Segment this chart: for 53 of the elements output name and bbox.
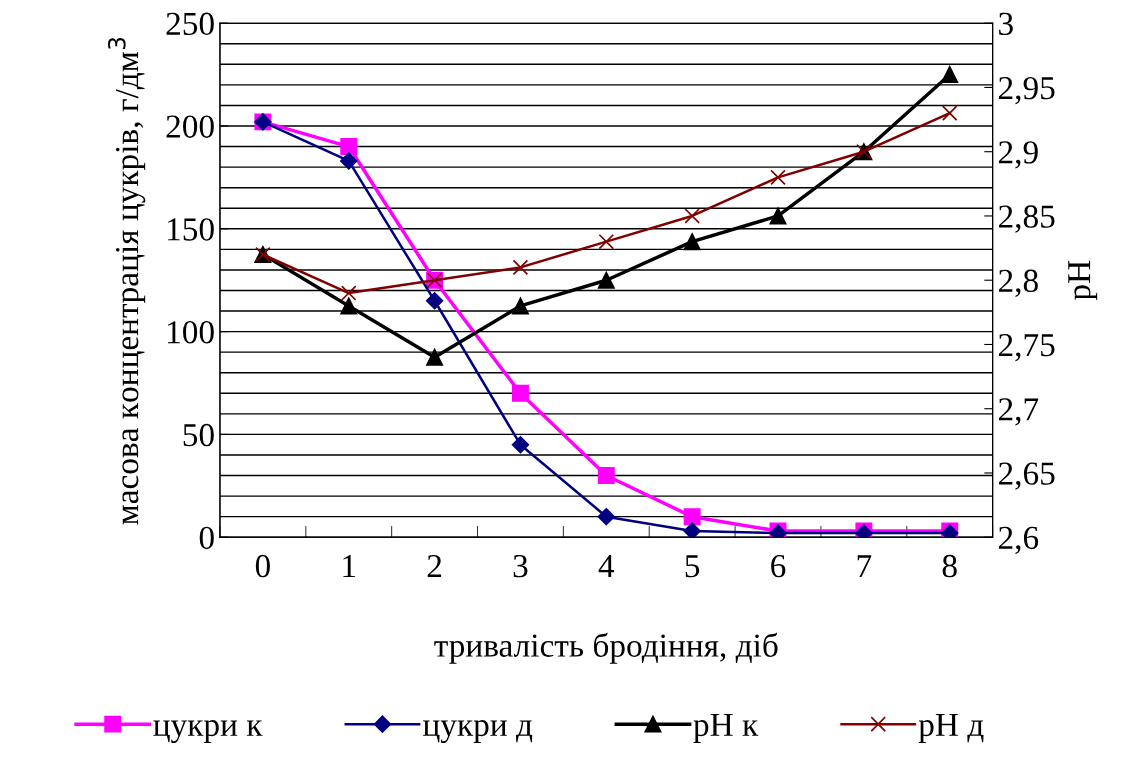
x-tick-label: 5 (685, 555, 700, 578)
y2-tick-label: 2,7 (998, 398, 1039, 426)
y-tick-label: 200 (166, 115, 214, 138)
point (511, 297, 529, 315)
point (340, 152, 358, 170)
y-tick-label: 150 (168, 218, 214, 241)
y2-axis-title: pH (1068, 260, 1098, 301)
y2-tick-label: 2,9 (998, 141, 1038, 169)
point (683, 233, 701, 251)
y-tick-label: 100 (168, 321, 214, 344)
y2-tick-label: 3 (999, 12, 1013, 36)
point (340, 285, 357, 301)
y-tick-label: 250 (166, 12, 214, 36)
point (340, 297, 358, 315)
x-tick-label: 7 (857, 555, 872, 578)
point (511, 384, 529, 402)
point (770, 169, 786, 186)
y2-tick-label: 2,65 (998, 462, 1055, 490)
y-axis-title: масова концентрація цукрів, г/дм$^{3}$ (107, 37, 146, 525)
legend-label: цукри д (423, 720, 533, 743)
point (598, 233, 615, 250)
x-axis-title: тривалість бродіння, діб (434, 632, 778, 664)
point (684, 208, 700, 224)
y2-tick-label: 2,6 (998, 526, 1039, 554)
y2-tick-label: 2,85 (998, 205, 1055, 233)
x-tick-label: 3 (513, 554, 528, 578)
point (683, 508, 701, 526)
point (512, 259, 529, 276)
point (511, 436, 530, 454)
point (426, 348, 444, 366)
legend-label: pH д (918, 713, 984, 743)
point (425, 292, 444, 310)
x-tick-label: 4 (598, 555, 615, 578)
point (941, 66, 959, 84)
x-tick-label: 1 (343, 555, 356, 578)
y2-tick-label: 2,8 (998, 269, 1038, 297)
y-tick-label: 0 (199, 526, 214, 550)
x-tick-label: 6 (771, 554, 786, 578)
point (597, 271, 615, 289)
legend-label: pH к (693, 713, 759, 743)
point (597, 507, 615, 526)
x-tick-label: 2 (427, 554, 442, 578)
point (769, 207, 787, 225)
y2-tick-label: 2,75 (998, 333, 1055, 362)
y2-tick-label: 2,95 (998, 76, 1055, 105)
x-tick-label: 8 (942, 554, 957, 578)
y-tick-label: 50 (183, 423, 214, 447)
point (683, 522, 701, 538)
x-tick-label: 0 (255, 554, 270, 578)
point (340, 138, 358, 156)
point (597, 467, 615, 485)
legend-label: цукри к (153, 720, 263, 743)
point (941, 105, 958, 121)
